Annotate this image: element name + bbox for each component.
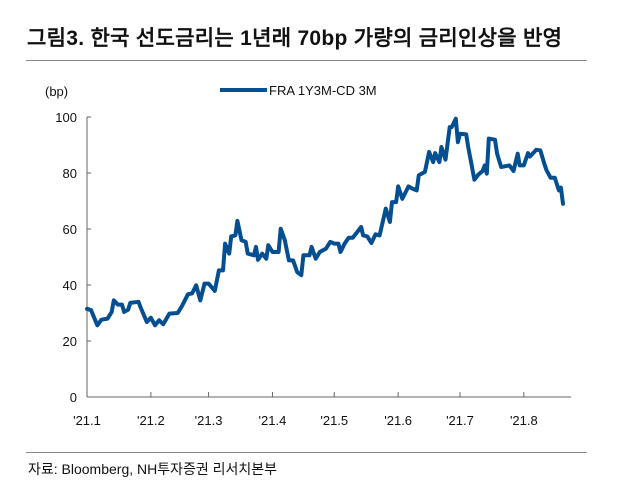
x-tick-label: '21.3 — [195, 413, 223, 428]
x-tick-label: '21.1 — [73, 413, 101, 428]
y-tick-label: 100 — [55, 110, 77, 125]
x-tick-label: '21.4 — [259, 413, 287, 428]
y-axis-unit-label: (bp) — [45, 84, 68, 99]
y-tick-label: 60 — [63, 222, 77, 237]
figure-title: 그림3. 한국 선도금리는 1년래 70bp 가량의 금리인상을 반영 — [27, 27, 563, 50]
x-tick-label: '21.6 — [384, 413, 412, 428]
x-tick-label: '21.7 — [446, 413, 474, 428]
title-divider — [26, 60, 587, 61]
legend: FRA 1Y3M-CD 3M — [220, 83, 377, 98]
x-tick-label: '21.5 — [320, 413, 348, 428]
x-tick-label: '21.8 — [510, 413, 538, 428]
y-tick-label: 80 — [63, 166, 77, 181]
y-tick-label: 40 — [63, 278, 77, 293]
x-tick-label: '21.2 — [137, 413, 165, 428]
source-divider — [26, 452, 587, 453]
y-tick-label: 0 — [70, 390, 77, 405]
y-tick-label: 20 — [63, 334, 77, 349]
source-note: 자료: Bloomberg, NH투자증권 리서치본부 — [28, 461, 278, 477]
legend-label: FRA 1Y3M-CD 3M — [269, 83, 377, 98]
series-line-fra-1y3m-cd-3m — [85, 116, 565, 328]
